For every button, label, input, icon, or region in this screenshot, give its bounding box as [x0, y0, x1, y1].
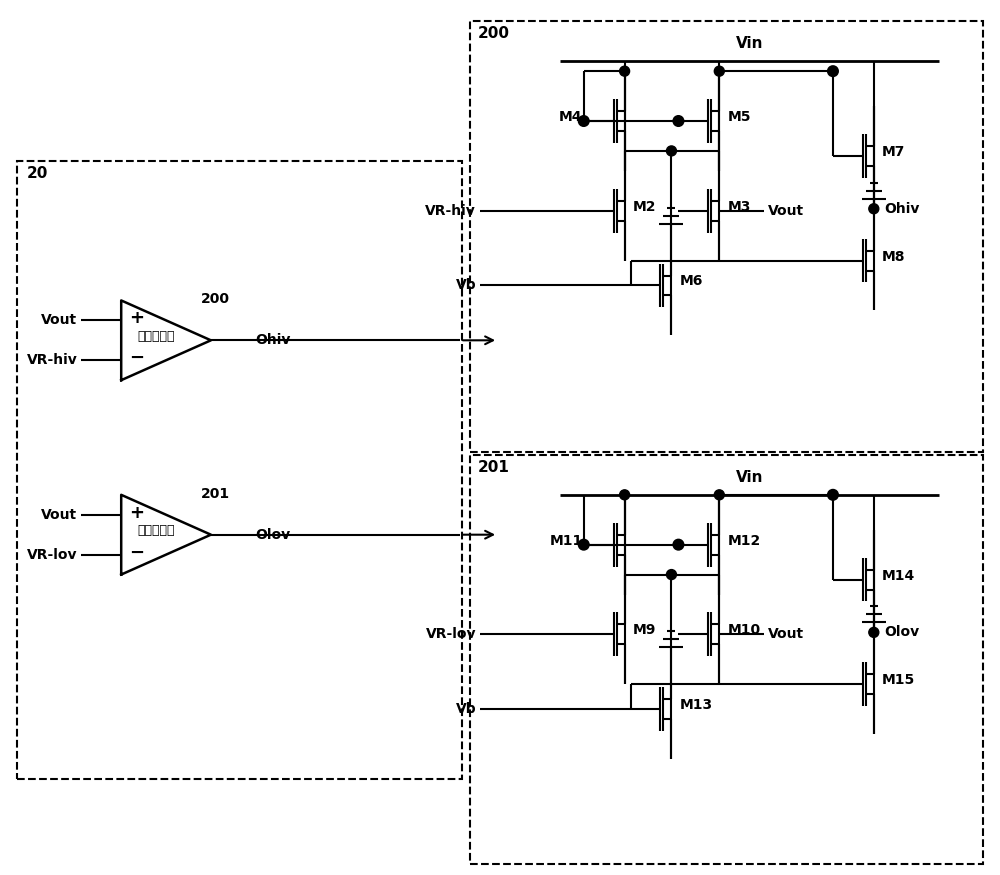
Text: Vout: Vout [768, 627, 804, 641]
Text: M14: M14 [882, 569, 915, 583]
Text: VR-hiv: VR-hiv [425, 204, 476, 218]
Text: 200: 200 [478, 26, 510, 41]
Text: 200: 200 [201, 292, 230, 306]
Circle shape [579, 116, 589, 126]
Text: Olov: Olov [884, 626, 919, 640]
Text: 201: 201 [201, 487, 230, 500]
Text: −: − [129, 543, 144, 562]
Text: Vin: Vin [735, 36, 763, 52]
Circle shape [673, 540, 683, 550]
Circle shape [620, 66, 630, 76]
Text: M12: M12 [727, 534, 761, 548]
Circle shape [714, 490, 724, 500]
Text: M9: M9 [633, 623, 656, 637]
Text: Olov: Olov [255, 528, 290, 542]
Text: Ohiv: Ohiv [255, 333, 290, 347]
Circle shape [673, 116, 683, 126]
Text: Vout: Vout [41, 313, 77, 327]
Circle shape [666, 146, 676, 156]
Bar [470, 21, 983, 452]
Text: Ohiv: Ohiv [884, 202, 919, 216]
Text: +: + [129, 504, 144, 522]
Text: Vout: Vout [768, 204, 804, 218]
Bar [17, 161, 462, 779]
Text: Vin: Vin [735, 470, 763, 485]
Text: M15: M15 [882, 673, 915, 687]
Text: 20: 20 [27, 166, 48, 181]
Text: Vb: Vb [455, 278, 476, 292]
Text: M13: M13 [679, 698, 713, 712]
Circle shape [869, 627, 879, 637]
Text: M4: M4 [559, 110, 583, 124]
Text: VR-lov: VR-lov [27, 548, 77, 562]
Text: VR-lov: VR-lov [426, 627, 476, 641]
Text: +: + [129, 310, 144, 327]
Circle shape [828, 490, 838, 500]
Bar [470, 455, 983, 864]
Circle shape [828, 66, 838, 76]
Circle shape [620, 490, 630, 500]
Text: 201: 201 [478, 460, 510, 475]
Text: M6: M6 [679, 275, 703, 289]
Text: Vout: Vout [41, 507, 77, 522]
Circle shape [869, 204, 879, 213]
Text: M3: M3 [727, 200, 751, 214]
Circle shape [666, 570, 676, 579]
Text: M2: M2 [633, 200, 656, 214]
Text: M5: M5 [727, 110, 751, 124]
Text: VR-hiv: VR-hiv [27, 354, 77, 367]
Circle shape [714, 66, 724, 76]
Text: M10: M10 [727, 623, 760, 637]
Text: M7: M7 [882, 145, 905, 159]
Text: 第一比较器: 第一比较器 [137, 330, 175, 343]
Text: M11: M11 [549, 534, 583, 548]
Circle shape [579, 540, 589, 550]
Text: −: − [129, 349, 144, 367]
Text: 第二比较器: 第二比较器 [137, 524, 175, 537]
Text: M8: M8 [882, 249, 905, 263]
Text: Vb: Vb [455, 702, 476, 716]
